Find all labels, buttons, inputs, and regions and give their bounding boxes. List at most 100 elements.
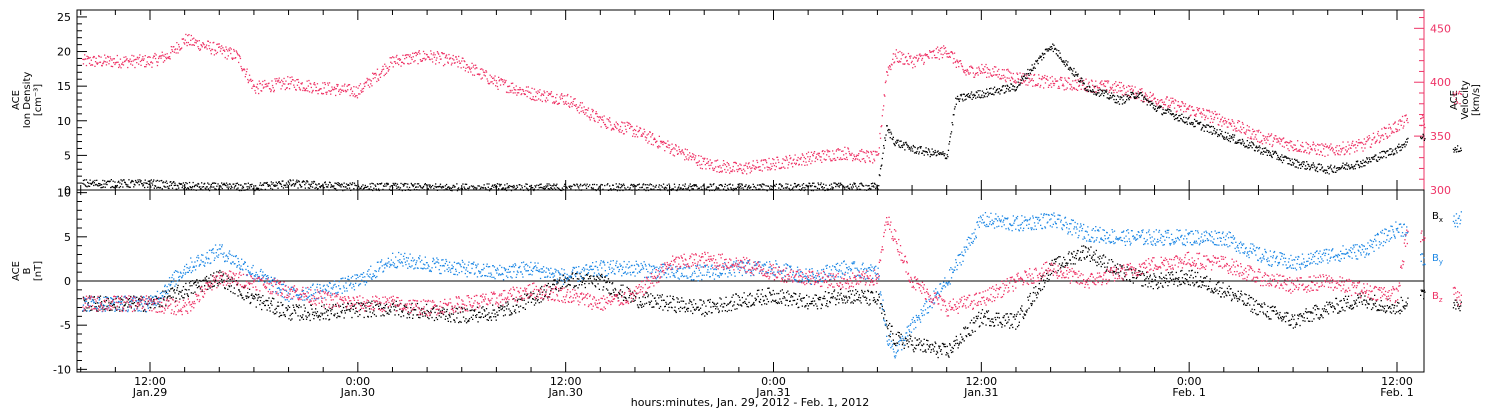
bx-series-point [257, 300, 258, 301]
velocity-series-point [1008, 78, 1009, 79]
bx-series-point [293, 307, 294, 308]
density-series-point [759, 184, 760, 185]
density-series-point [1109, 98, 1110, 99]
velocity-series-point [1094, 87, 1095, 88]
density-series-point [1306, 161, 1307, 162]
density-series-point [1204, 131, 1205, 132]
velocity-series-point [237, 54, 238, 55]
density-series-point [1159, 105, 1160, 106]
density-series-point [1272, 151, 1273, 152]
bx-series-point [343, 307, 344, 308]
velocity-series-point [1067, 87, 1068, 88]
velocity-series-point [1115, 81, 1116, 82]
velocity-series-point [664, 150, 665, 151]
velocity-series-point [965, 70, 966, 71]
bx-series-point [199, 286, 200, 287]
density-series-point [1012, 89, 1013, 90]
density-series-point [562, 188, 563, 189]
density-series-point [1296, 160, 1297, 161]
velocity-series-point [1017, 74, 1018, 75]
density-series-point [693, 188, 694, 189]
velocity-series-point [357, 88, 358, 89]
velocity-series-point [486, 71, 487, 72]
density-series-point [579, 185, 580, 186]
velocity-series-point [941, 54, 942, 55]
density-series-point [1110, 97, 1111, 98]
density-series-point [1146, 99, 1147, 100]
density-series-point [1068, 69, 1069, 70]
bx-series-point [228, 278, 229, 279]
velocity-series-point [224, 51, 225, 52]
bx-series-point [99, 297, 100, 298]
velocity-series-point [737, 171, 738, 172]
velocity-series-point [513, 92, 514, 93]
velocity-series-point [137, 57, 138, 58]
density-series-point [787, 184, 788, 185]
velocity-series-point [724, 163, 725, 164]
velocity-series-point [1111, 88, 1112, 89]
velocity-series-point [339, 94, 340, 95]
velocity-series-point [985, 64, 986, 65]
density-series-point [1367, 163, 1368, 164]
velocity-series-point [491, 76, 492, 77]
velocity-series-point [995, 74, 996, 75]
velocity-series-point [1104, 85, 1105, 86]
density-series-point [404, 183, 405, 184]
velocity-series-point [1071, 86, 1072, 87]
velocity-series-point [596, 113, 597, 114]
density-series-point [210, 187, 211, 188]
velocity-series-point [467, 67, 468, 68]
density-series-point [310, 184, 311, 185]
velocity-series-point [1341, 149, 1342, 150]
density-series-point [191, 187, 192, 188]
velocity-series-point [1022, 73, 1023, 74]
velocity-series-point [1321, 143, 1322, 144]
velocity-series-point [989, 69, 990, 70]
density-series-point [1016, 89, 1017, 90]
bx-series-point [403, 315, 404, 316]
density-series-point [1310, 166, 1311, 167]
density-series-point [871, 186, 872, 187]
density-series-point [1357, 161, 1358, 162]
velocity-series-point [619, 131, 620, 132]
density-series-point [548, 183, 549, 184]
velocity-series-point [710, 159, 711, 160]
velocity-series-point [1281, 139, 1282, 140]
density-series-point [1137, 96, 1138, 97]
density-series-point [1102, 91, 1103, 92]
density-series-point [452, 187, 453, 188]
density-series-point [1069, 69, 1070, 70]
bx-series-point [214, 285, 215, 286]
bx-series-point [299, 319, 300, 320]
velocity-series-point [113, 58, 114, 59]
velocity-series-point [208, 45, 209, 46]
bx-series-point [222, 282, 223, 283]
density-series-point [1170, 113, 1171, 114]
density-series-point [405, 183, 406, 184]
density-series-point [580, 184, 581, 185]
velocity-series-point [932, 57, 933, 58]
density-series-point [1119, 104, 1120, 105]
velocity-series-point [157, 62, 158, 63]
velocity-series-point [302, 90, 303, 91]
velocity-series-point [424, 53, 425, 54]
density-series-point [1335, 172, 1336, 173]
density-series-point [932, 148, 933, 149]
velocity-tick-label: 400 [1430, 76, 1451, 89]
velocity-series-point [176, 52, 177, 53]
density-series-point [570, 185, 571, 186]
density-series-point [1006, 88, 1007, 89]
velocity-series-point [578, 107, 579, 108]
velocity-series-point [209, 48, 210, 49]
density-series-point [589, 184, 590, 185]
velocity-series-point [139, 57, 140, 58]
velocity-series-point [988, 69, 989, 70]
density-series-point [480, 188, 481, 189]
density-series-point [964, 94, 965, 95]
bx-series-point [390, 311, 391, 312]
velocity-series-point [535, 96, 536, 97]
density-series-point [878, 185, 879, 186]
velocity-series-point [270, 88, 271, 89]
density-series-point [343, 186, 344, 187]
